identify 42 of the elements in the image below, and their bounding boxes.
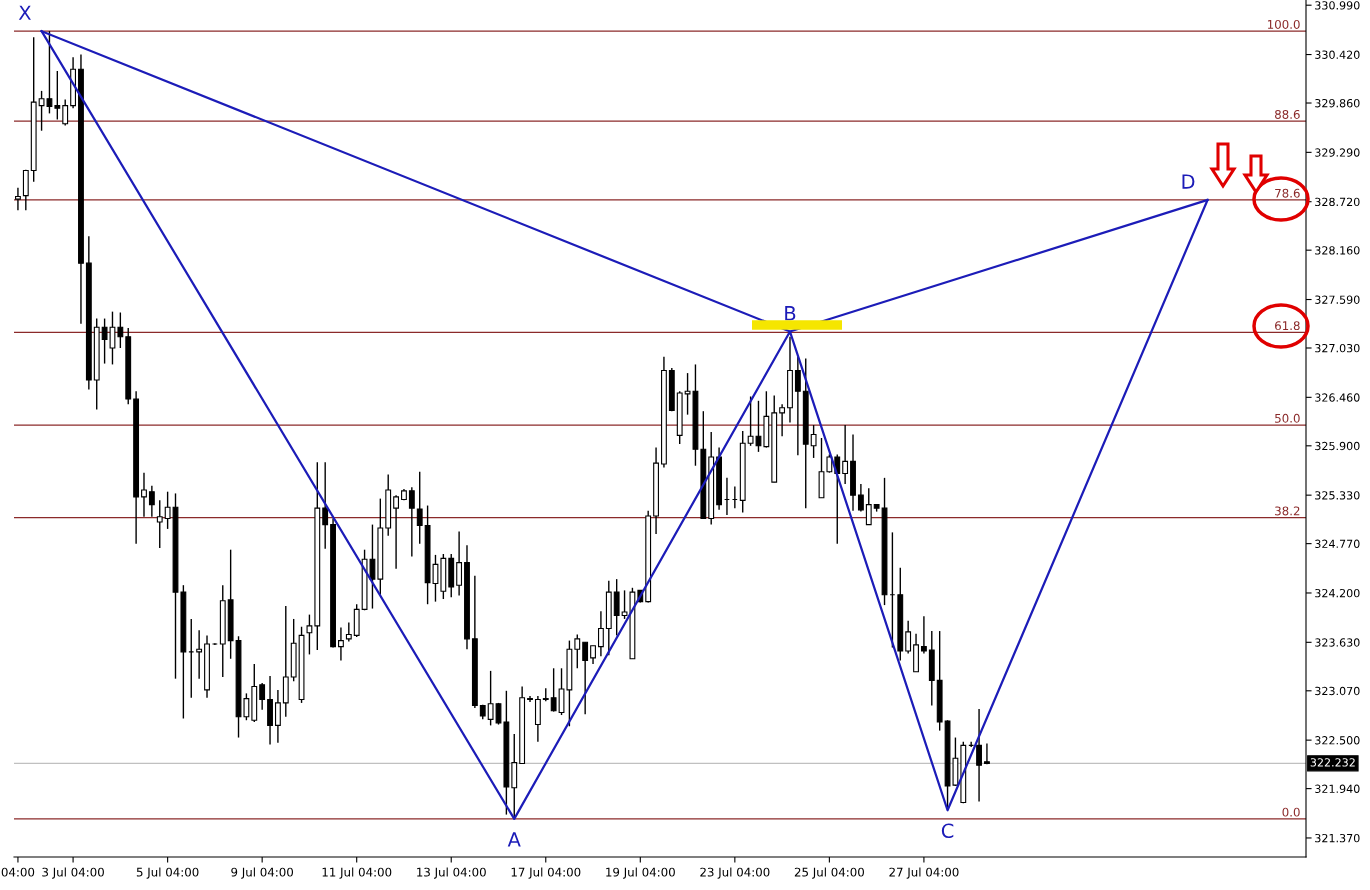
annotation: 78.6 (1275, 188, 1300, 198)
x-tick-label: 04:00 (1, 867, 35, 877)
annotation: A (507, 832, 521, 847)
y-tick-label: 329.860 (1315, 98, 1360, 108)
x-tick-label: 13 Jul 04:00 (417, 867, 486, 879)
y-tick-label: 322.500 (1315, 736, 1360, 745)
annotation: B (785, 306, 796, 321)
y-tick-label: 323.070 (1315, 686, 1360, 696)
text: 322.232 (1310, 758, 1355, 767)
y-tick-label: 327.030 (1315, 343, 1360, 353)
y-tick-label: 324.770 (1315, 539, 1360, 549)
y-tick-label: 329.290 (1315, 148, 1360, 157)
annotation: 0.0 (1282, 807, 1300, 817)
annotation: 88.6 (1275, 109, 1300, 119)
y-tick-label: 326.460 (1315, 393, 1360, 402)
x-tick-label: 27 Jul 04:00 (889, 867, 959, 879)
annotation: 100.0 (1267, 19, 1300, 29)
x-tick-label: 3 Jul 04:00 (42, 867, 104, 879)
y-tick-label: 323.630 (1315, 638, 1360, 647)
y-tick-label: 321.370 (1315, 833, 1360, 843)
y-tick-label: 328.160 (1315, 246, 1360, 255)
annotation: 61.8 (1275, 321, 1300, 331)
x-tick-label: 5 Jul 04:00 (136, 867, 199, 879)
annotation: D (1182, 174, 1195, 189)
x-tick-label: 11 Jul 04:00 (322, 867, 392, 879)
annotation: 50.0 (1275, 413, 1300, 423)
annotation: X (18, 5, 31, 20)
y-tick-label: 325.330 (1315, 491, 1360, 500)
annotation: 38.2 (1275, 506, 1300, 516)
y-tick-label: 330.420 (1315, 50, 1360, 59)
x-tick-label: 23 Jul 04:00 (700, 867, 770, 879)
x-tick-label: 9 Jul 04:00 (231, 867, 294, 879)
x-tick-label: 17 Jul 04:00 (511, 867, 581, 879)
y-tick-label: 324.200 (1315, 588, 1360, 598)
y-tick-label: 328.720 (1315, 197, 1360, 207)
x-tick-label: 25 Jul 04:00 (794, 867, 864, 879)
annotation: C (941, 823, 954, 839)
y-tick-label: 327.590 (1315, 295, 1360, 304)
x-tick-label: 19 Jul 04:00 (606, 867, 675, 879)
y-tick-label: 330.990 (1315, 1, 1360, 10)
y-tick-label: 321.940 (1315, 784, 1360, 793)
y-tick-label: 325.900 (1315, 441, 1360, 451)
